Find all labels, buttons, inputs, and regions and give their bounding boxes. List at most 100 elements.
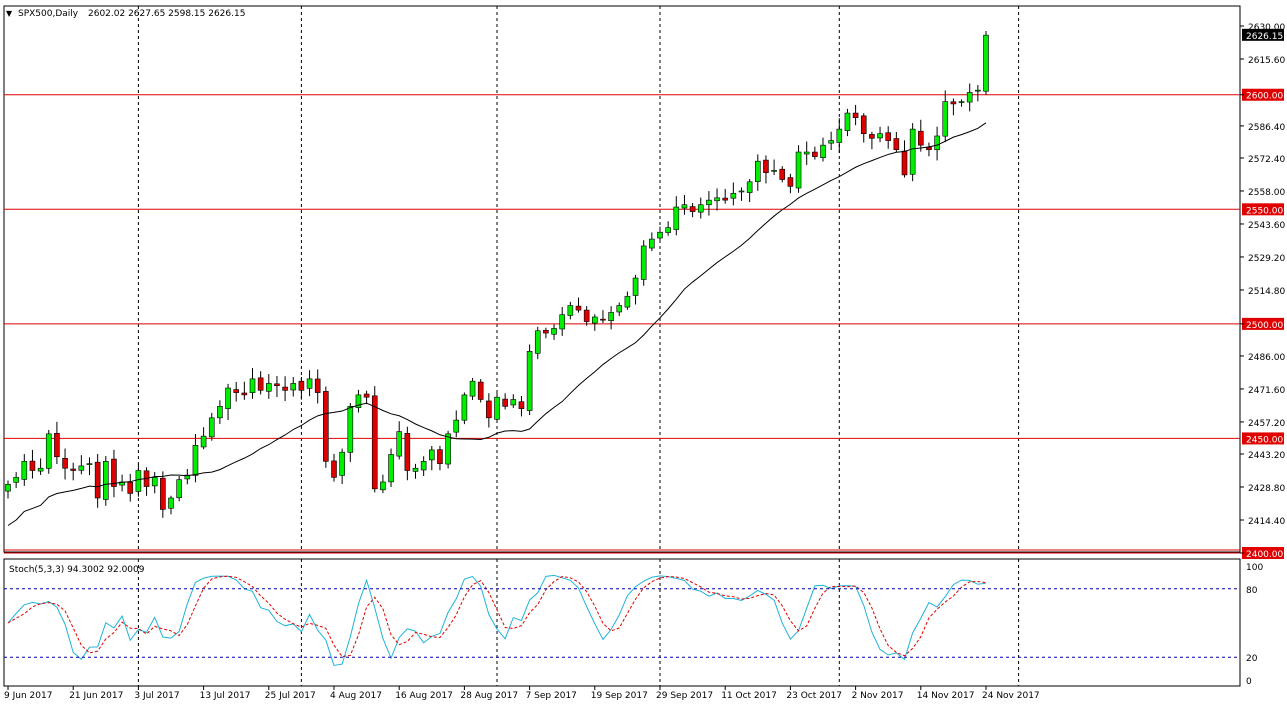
level-price-label: 2500.00 xyxy=(1246,321,1283,331)
candle-body xyxy=(616,305,623,313)
price-tick-label: 2572.40 xyxy=(1248,155,1285,165)
candle-body xyxy=(812,151,818,157)
chart-frame xyxy=(3,5,1241,687)
candle-body xyxy=(192,445,199,476)
candle-body xyxy=(339,451,345,476)
candle-body xyxy=(820,144,826,158)
price-tick-label: 2428.80 xyxy=(1248,484,1285,494)
time-tick-label: 3 Jul 2017 xyxy=(134,691,179,701)
candle-body xyxy=(45,433,52,469)
candles xyxy=(5,30,989,518)
time-tick-label: 19 Sep 2017 xyxy=(591,691,648,701)
candle-body xyxy=(543,329,549,334)
candle-body xyxy=(176,479,182,499)
candle-body xyxy=(200,435,207,448)
candle-body xyxy=(877,133,883,139)
dropdown-icon[interactable]: ▼ xyxy=(6,9,13,18)
candle-body xyxy=(282,386,288,391)
candle-body xyxy=(111,458,117,487)
price-tick-label: 2514.80 xyxy=(1248,287,1285,297)
candle-body xyxy=(714,197,720,202)
candle-body xyxy=(241,392,248,396)
candle-body xyxy=(380,481,386,491)
candle-body xyxy=(966,92,973,103)
candle-body xyxy=(746,181,753,193)
candle-body xyxy=(217,406,223,419)
price-tick-label: 2414.40 xyxy=(1248,517,1285,527)
price-tick-label: 2558.00 xyxy=(1248,188,1285,198)
candle-body xyxy=(608,312,614,322)
candle-body xyxy=(901,150,908,176)
last-price-tag xyxy=(1242,28,1284,41)
candle-body xyxy=(681,204,688,209)
candle-body xyxy=(347,406,354,453)
candle-body xyxy=(640,245,647,280)
stoch-tick-label: 80 xyxy=(1246,586,1258,596)
candle-body xyxy=(314,378,321,393)
candle-body xyxy=(852,112,859,118)
candle-body xyxy=(78,465,85,471)
candle-body xyxy=(412,467,419,472)
candle-body xyxy=(208,417,215,438)
ohlc-readout: 2602.02 2627.65 2598.15 2626.15 xyxy=(88,9,245,19)
last-price-label: 2626.15 xyxy=(1246,32,1283,42)
price-tick-label: 2543.60 xyxy=(1248,221,1285,231)
level-price-tag xyxy=(1242,432,1284,445)
candle-body xyxy=(600,318,606,321)
candle-body xyxy=(37,467,44,472)
candle-body xyxy=(290,383,297,391)
candle-body xyxy=(763,159,769,173)
time-tick-label: 23 Oct 2017 xyxy=(786,691,842,701)
candle-body xyxy=(396,431,403,457)
candle-body xyxy=(665,227,671,233)
candle-body xyxy=(428,449,435,461)
time-tick-label: 21 Jun 2017 xyxy=(69,691,123,701)
time-tick-label: 29 Sep 2017 xyxy=(656,691,713,701)
candle-body xyxy=(730,192,737,199)
price-tick-label: 2443.20 xyxy=(1248,451,1285,461)
candle-body xyxy=(958,101,965,103)
candle-body xyxy=(510,399,517,406)
candle-body xyxy=(160,477,166,510)
candle-body xyxy=(909,128,916,175)
candle-body xyxy=(5,483,11,492)
stoch-tick-label: 20 xyxy=(1246,654,1258,664)
candle-body xyxy=(29,460,36,471)
candle-body xyxy=(526,351,533,411)
time-tick-label: 11 Oct 2017 xyxy=(721,691,777,701)
price-tick-label: 2457.20 xyxy=(1248,419,1285,429)
level-price-tag xyxy=(1242,547,1284,559)
stoch-main-line xyxy=(7,574,987,667)
candle-body xyxy=(265,383,272,392)
candle-body xyxy=(86,463,93,465)
candle-body xyxy=(559,314,566,330)
time-tick-label: 24 Nov 2017 xyxy=(982,691,1040,701)
candle-body xyxy=(62,457,68,469)
candle-body xyxy=(151,477,158,487)
time-tick-label: 28 Aug 2017 xyxy=(460,691,518,701)
candle-body xyxy=(975,89,981,92)
candle-body xyxy=(461,394,468,421)
candle-body xyxy=(404,433,411,471)
candle-body xyxy=(437,449,443,464)
candle-body xyxy=(689,206,696,212)
candle-body xyxy=(331,460,337,478)
candle-body xyxy=(583,309,590,322)
moving-average xyxy=(7,122,987,526)
candle-body xyxy=(257,377,264,391)
candle-body xyxy=(779,168,786,180)
candle-body xyxy=(323,391,329,462)
time-tick-label: 25 Jul 2017 xyxy=(265,691,316,701)
time-tick-label: 7 Sep 2017 xyxy=(526,691,577,701)
candle-body xyxy=(477,381,484,400)
candle-body xyxy=(893,138,900,151)
level-price-tag xyxy=(1242,88,1284,101)
candle-body xyxy=(502,398,508,407)
candle-body xyxy=(844,112,851,131)
candle-body xyxy=(673,206,680,230)
grid-lines xyxy=(137,6,1020,686)
price-tick-label: 2529.20 xyxy=(1248,254,1285,264)
candle-body xyxy=(54,432,60,458)
